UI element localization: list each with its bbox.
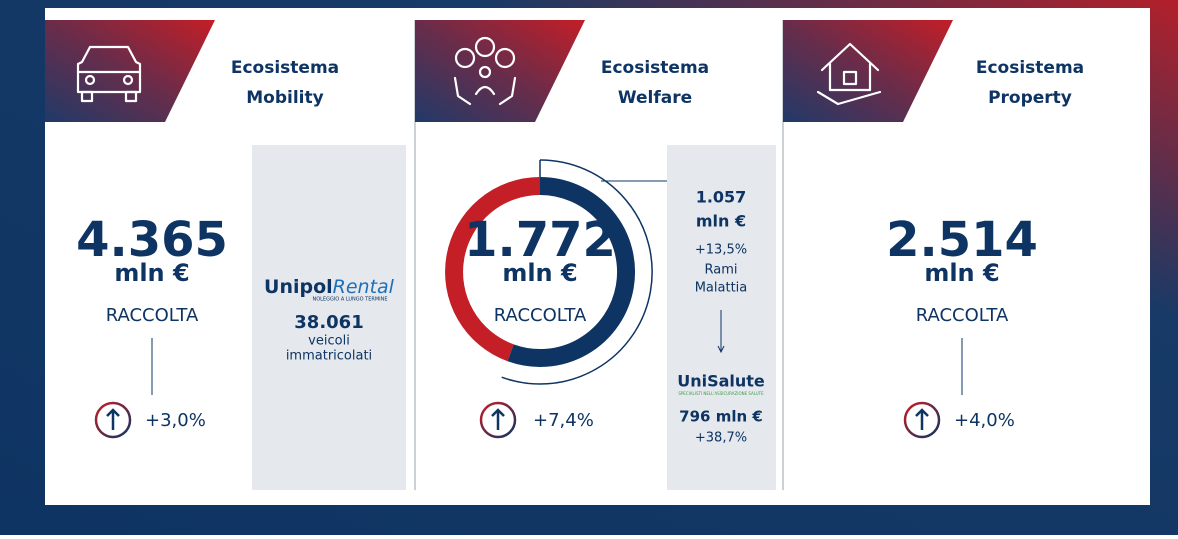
car-icon [76,45,142,103]
side-text: Rami [705,263,738,278]
sub-change: +38,7% [695,431,747,446]
sub-value: 796 mln € [679,408,763,426]
donut-outline [501,159,653,385]
up-arrow [491,408,505,430]
unit: mln € [114,259,189,287]
brand: Unipol [264,276,333,298]
side-value: 1.057 [696,188,747,207]
title: Ecosistema [976,58,1084,78]
amount: 2.514 [886,212,1038,268]
brand: UniSalute [677,372,765,391]
amount: 1.772 [464,212,616,268]
side-unit: mln € [696,212,746,231]
up-icon [479,401,517,439]
title: Welfare [618,88,692,108]
change: +7,4% [533,410,594,431]
title: Ecosistema [601,58,709,78]
arrow-down [717,310,725,354]
label: RACCOLTA [106,305,199,326]
donut-segment [445,177,541,362]
up-icon [903,401,941,439]
title: Ecosistema [231,58,339,78]
brand: UnipolRental [264,276,395,298]
side-text: veicoli [308,334,350,349]
side-box [252,145,406,490]
title: Mobility [246,88,323,108]
change: +4,0% [954,410,1015,431]
up-arrow [106,408,120,430]
tagline: NOLEGGIO A LUNGO TERMINE [312,297,387,303]
unit: mln € [502,259,577,287]
side-text: Malattia [695,281,748,296]
tagline: SPECIALISTI NELL'ASSICURAZIONE SALUTE [678,391,764,396]
change: +3,0% [145,410,206,431]
up-arrow [915,408,929,430]
side-text: immatricolati [286,349,372,364]
brand-accent: Rental [333,276,395,298]
label: RACCOLTA [916,305,1009,326]
donut-segment [507,177,635,367]
amount: 4.365 [76,212,228,268]
unit: mln € [924,259,999,287]
title: Property [988,88,1072,108]
up-icon [94,401,132,439]
welfare-icon [453,36,517,106]
card [45,8,1150,505]
side-value: 38.061 [294,312,363,333]
side-change: +13,5% [695,243,747,258]
house-icon [816,42,882,106]
label: RACCOLTA [494,305,587,326]
